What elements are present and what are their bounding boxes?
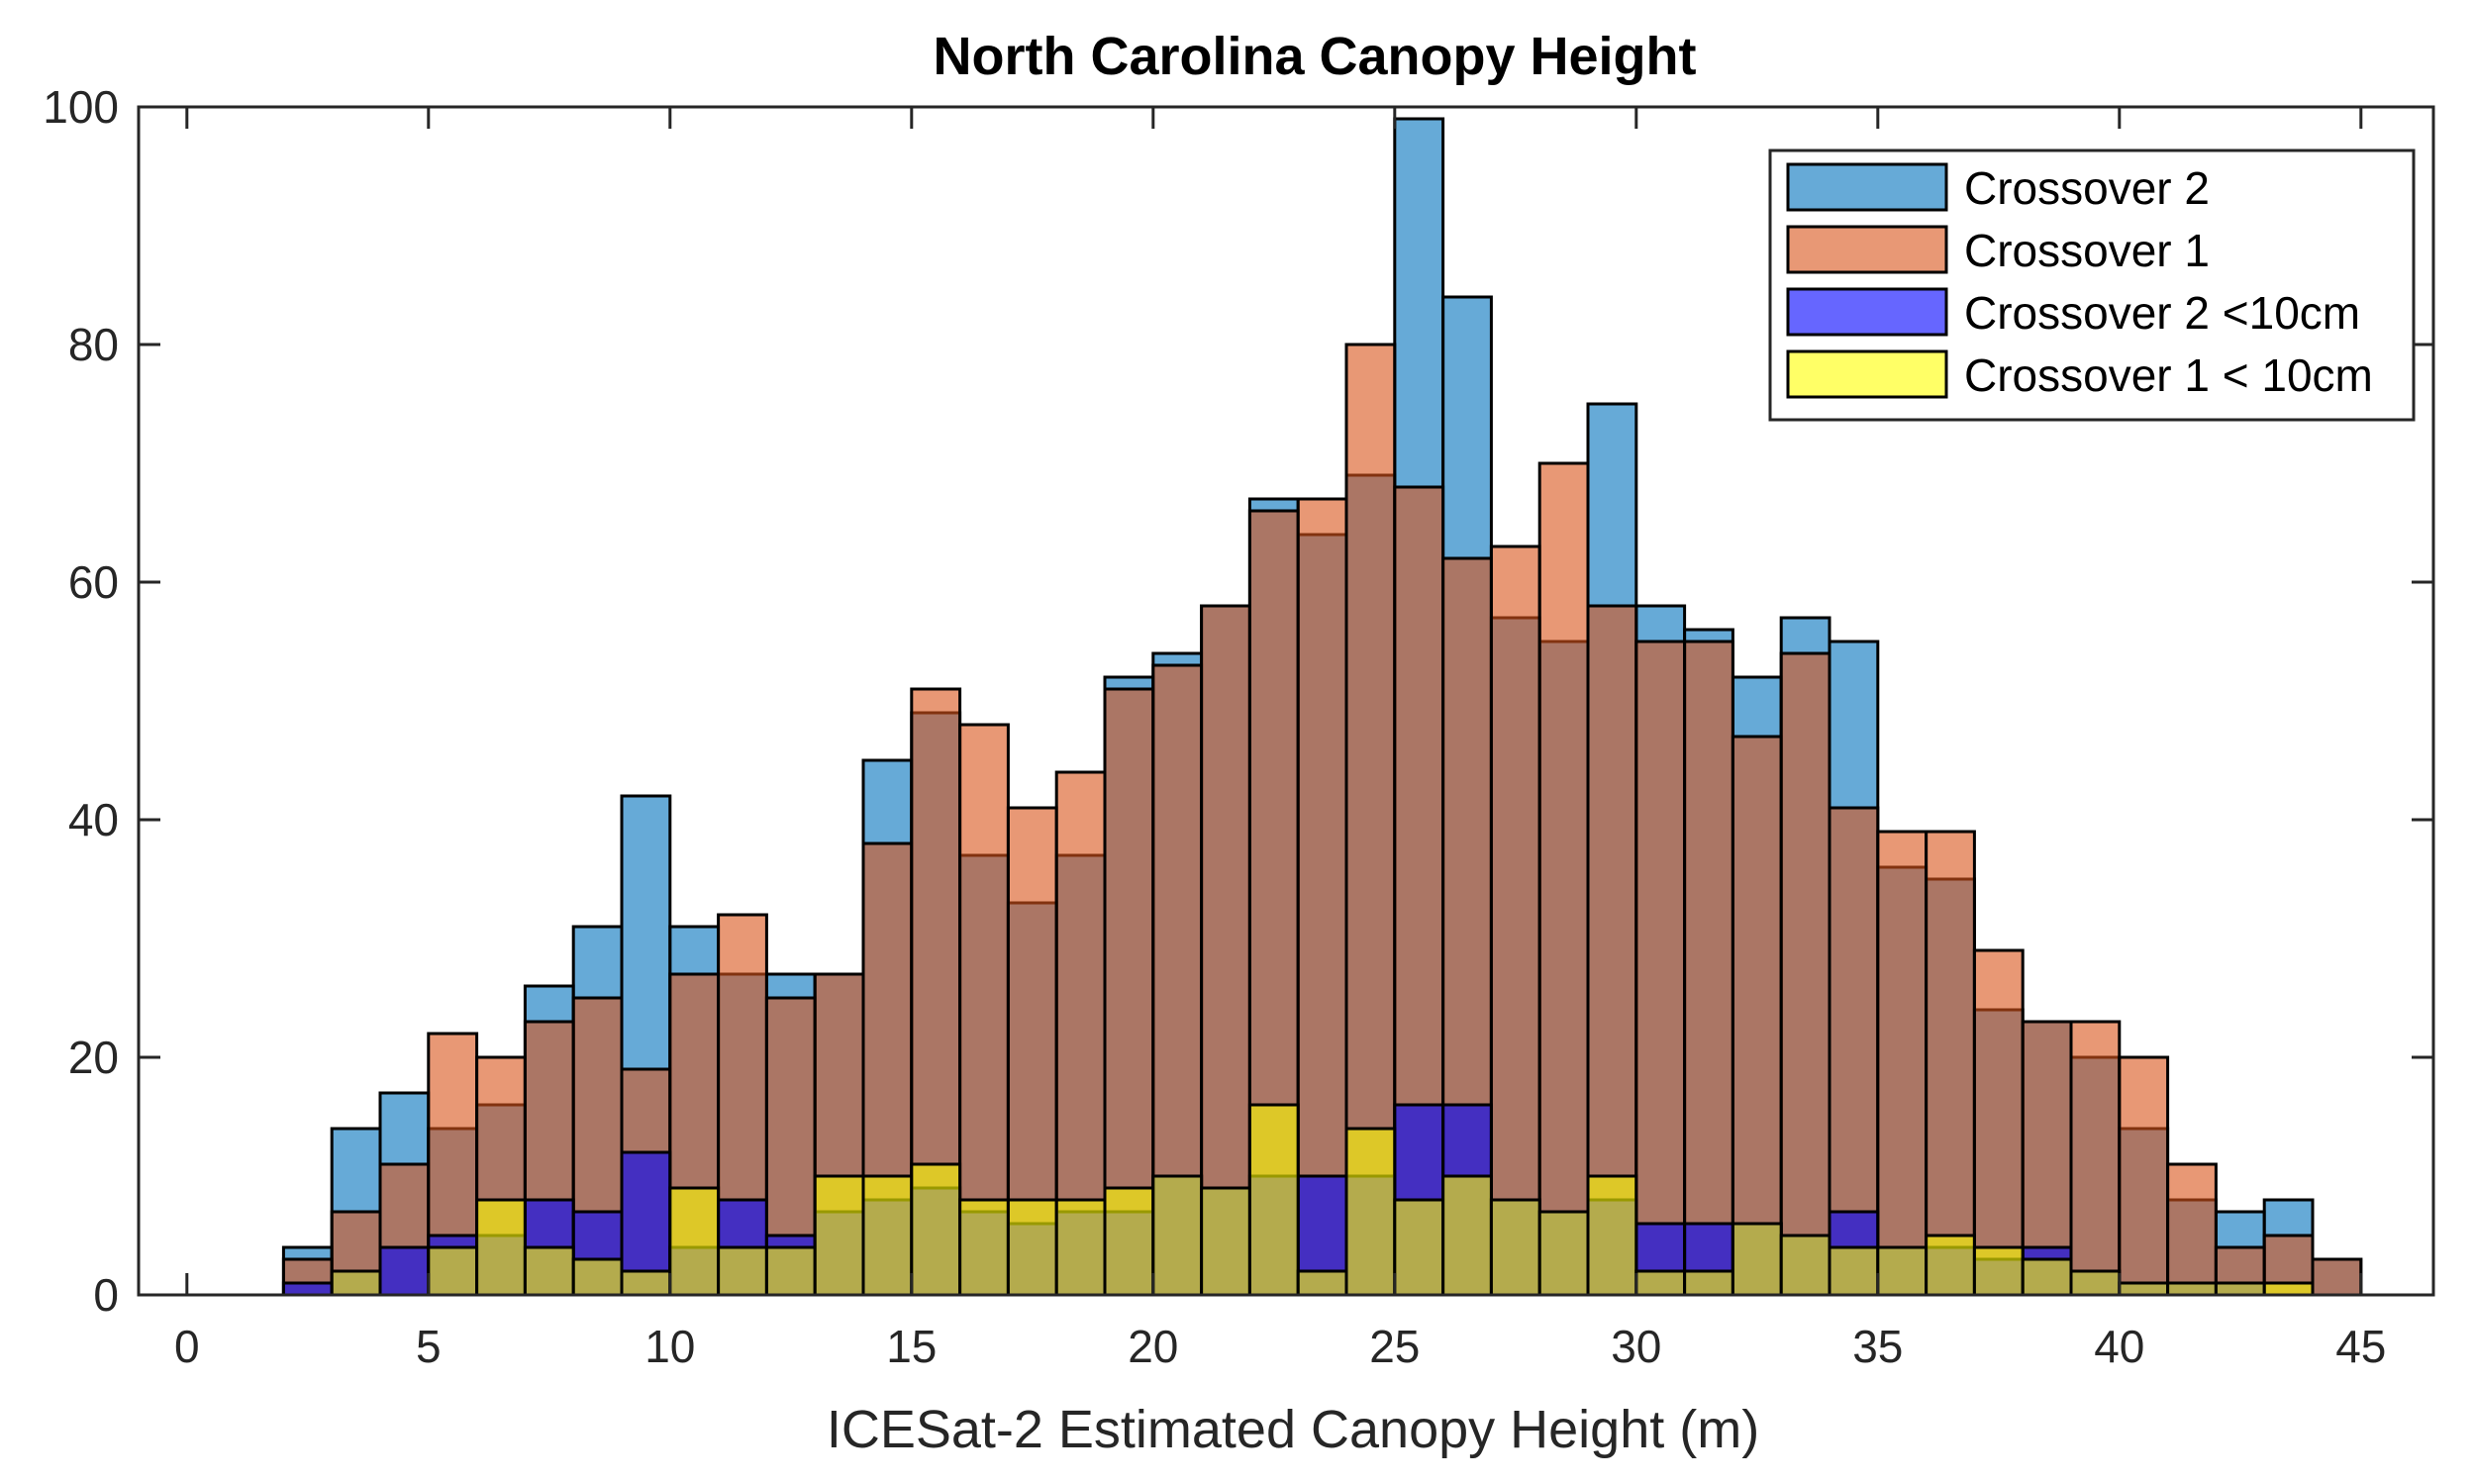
- bar-crossover-1-35: [1972, 948, 2025, 1297]
- bar-crossover-1-10cm-29: [1683, 1269, 1734, 1297]
- bar-crossover-1-10cm-14: [958, 1198, 1010, 1297]
- bar-crossover-1-10cm-11: [813, 1174, 865, 1297]
- bar-crossover-1-31: [1779, 651, 1831, 1297]
- bar-crossover-1-10cm-10: [764, 1245, 817, 1297]
- x-axis-label: ICESat-2 Estimated Canopy Height (m): [827, 1400, 1759, 1459]
- bar-crossover-1-10cm-20: [1247, 1103, 1300, 1297]
- bar-crossover-1-39: [2166, 1162, 2218, 1297]
- bar-crossover-1-10cm-23: [1393, 1198, 1445, 1297]
- bar-crossover-1-10cm-5: [523, 1245, 575, 1297]
- bar-crossover-1-10cm-19: [1200, 1186, 1251, 1297]
- bar-crossover-1-10cm-41: [2262, 1281, 2315, 1297]
- bar-crossover-1-10cm-7: [620, 1269, 672, 1297]
- bar-crossover-1-29: [1683, 640, 1734, 1297]
- bar-crossover-1-30: [1731, 735, 1783, 1297]
- legend: Crossover 2 Crossover 1 Crossover 2 <10cm C…: [1768, 148, 2416, 422]
- bar-crossover-1-10cm-31: [1779, 1234, 1831, 1297]
- bar-crossover-1-10cm-37: [2069, 1269, 2122, 1297]
- x-tick-label: 25: [1369, 1321, 1420, 1372]
- bar-crossover-1-10cm-39: [2166, 1281, 2218, 1297]
- y-tick-label: 0: [93, 1269, 119, 1321]
- bar-crossover-1-42: [2311, 1257, 2363, 1297]
- bar-crossover-1-10cm-16: [1054, 1198, 1107, 1297]
- bar-crossover-1-25: [1489, 544, 1541, 1297]
- y-tick-label: 40: [68, 794, 119, 845]
- x-tick-label: 45: [2335, 1321, 2386, 1372]
- y-tick-label: 60: [68, 556, 119, 608]
- legend-label-crossover-1-10cm: Crossover 1 < 10cm: [1964, 349, 2373, 401]
- bar-crossover-1-10cm-21: [1296, 1269, 1348, 1297]
- legend-label-crossover-1: Crossover 1: [1964, 225, 2210, 276]
- x-tick-label: 20: [1128, 1321, 1178, 1372]
- plot-frame: [137, 105, 2435, 1297]
- legend-swatch-crossover-1-10cm: [1786, 349, 1948, 399]
- bar-crossover-1-10cm-6: [571, 1257, 624, 1297]
- bar-crossover-1-10cm-30: [1731, 1222, 1783, 1297]
- bar-crossover-1-10cm-38: [2118, 1281, 2170, 1297]
- bar-crossover-1-10cm-40: [2214, 1281, 2266, 1297]
- bar-crossover-1-10cm-35: [1972, 1245, 2025, 1297]
- bar-crossover-1-34: [1925, 830, 1976, 1297]
- bar-crossover-1-10cm-32: [1828, 1245, 1880, 1297]
- bar-crossover-1-10cm-3: [427, 1245, 479, 1297]
- bar-crossover-1-10cm-8: [668, 1186, 721, 1297]
- legend-label-crossover-2-10cm: Crossover 2 <10cm: [1964, 287, 2360, 339]
- bar-crossover-1-10cm-13: [910, 1162, 962, 1297]
- x-tick-label: 40: [2094, 1321, 2144, 1372]
- x-tick-label: 5: [416, 1321, 442, 1372]
- bar-crossover-2-10cm-0: [281, 1281, 334, 1297]
- legend-swatch-crossover-1: [1786, 225, 1948, 274]
- x-tick-label: 10: [644, 1321, 695, 1372]
- bar-crossover-2-10cm-2: [378, 1245, 431, 1297]
- bar-crossover-1-10cm-4: [475, 1198, 527, 1297]
- bar-crossover-1-10cm-34: [1925, 1234, 1976, 1297]
- bar-crossover-1-10cm-33: [1876, 1245, 1929, 1297]
- x-tick-label: 15: [886, 1321, 937, 1372]
- bar-crossover-1-10cm-18: [1151, 1174, 1204, 1297]
- x-tick-label: 30: [1611, 1321, 1661, 1372]
- bar-crossover-1-10cm-26: [1537, 1210, 1590, 1297]
- x-axis: 0 5 10 15 20 25 30 35 40 45: [174, 107, 2386, 1372]
- y-tick-label: 80: [68, 319, 119, 370]
- bar-crossover-1-33: [1876, 830, 1929, 1297]
- bar-crossover-1-10cm-28: [1634, 1269, 1687, 1297]
- bar-crossover-1-10cm-9: [717, 1245, 768, 1297]
- series-crossover-1-10cm: [330, 1103, 2315, 1297]
- y-tick-label: 20: [68, 1032, 119, 1083]
- y-tick-label: 100: [43, 81, 119, 133]
- bar-crossover-1-10cm-17: [1103, 1186, 1155, 1297]
- bar-crossover-1-10cm-12: [861, 1174, 914, 1297]
- bar-crossover-1-26: [1537, 461, 1590, 1297]
- bar-crossover-1-10cm-36: [2021, 1257, 2073, 1297]
- series-crossover-1: [281, 343, 2363, 1297]
- y-axis: 0 20 40 60 80 100: [43, 81, 2433, 1321]
- x-tick-label: 0: [174, 1321, 200, 1372]
- legend-swatch-crossover-2-10cm: [1786, 287, 1948, 337]
- bar-crossover-1-10cm-24: [1441, 1174, 1493, 1297]
- x-tick-label: 35: [1852, 1321, 1903, 1372]
- bar-crossover-1-10cm-1: [330, 1269, 382, 1297]
- bar-crossover-1-10cm-22: [1344, 1127, 1397, 1297]
- bar-crossover-1-37: [2069, 1020, 2122, 1297]
- legend-swatch-crossover-2: [1786, 162, 1948, 212]
- legend-label-crossover-2: Crossover 2: [1964, 162, 2210, 214]
- bar-crossover-1-10cm-27: [1586, 1174, 1638, 1297]
- bar-crossover-1-28: [1634, 640, 1687, 1297]
- bar-crossover-1-10cm-25: [1489, 1198, 1541, 1297]
- bar-crossover-1-38: [2118, 1055, 2170, 1297]
- bar-crossover-1-10cm-15: [1006, 1198, 1058, 1297]
- chart-title: North Carolina Canopy Height: [933, 27, 1696, 86]
- bars-layer: [281, 117, 2363, 1297]
